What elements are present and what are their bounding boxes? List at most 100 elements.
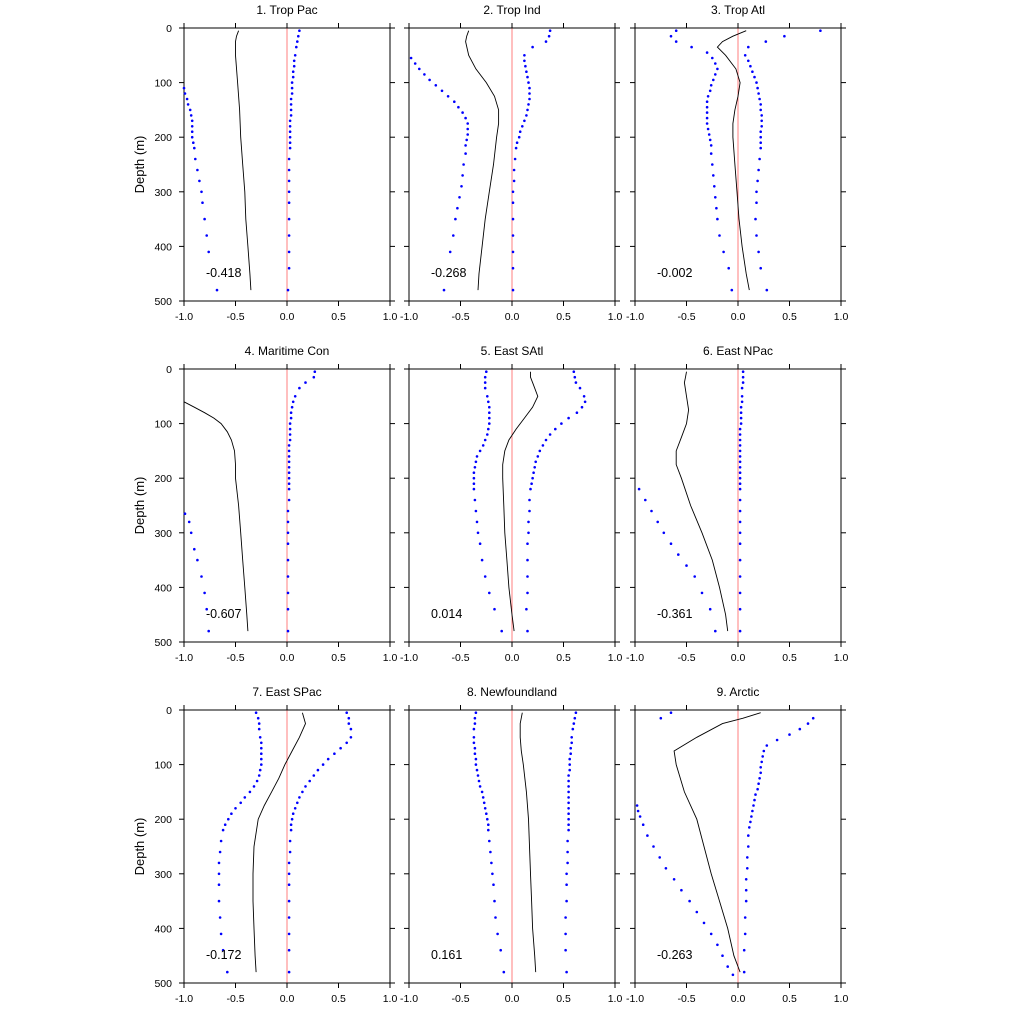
upper-bound-dot — [286, 629, 290, 633]
lower-bound-dot — [466, 133, 470, 136]
upper-bound-dot — [287, 168, 291, 172]
upper-bound-dot — [753, 75, 756, 79]
lower-bound-dot — [730, 288, 734, 292]
upper-bound-dot — [288, 427, 292, 431]
upper-bound-dot — [286, 542, 290, 545]
x-tick-label: -0.5 — [677, 652, 695, 664]
upper-bound-dot — [565, 883, 568, 886]
lower-bound-dot — [207, 629, 210, 633]
upper-bound-dot — [749, 820, 752, 824]
y-tick-label: 100 — [154, 760, 172, 772]
upper-bound-dot — [547, 34, 551, 38]
y-tick-label: 0 — [166, 364, 172, 376]
y-tick-label: 0 — [166, 705, 172, 717]
lower-bound-dot — [680, 888, 683, 892]
upper-bound-dot — [524, 64, 527, 68]
upper-bound-dot — [291, 400, 295, 404]
lower-bound-dot — [690, 45, 693, 49]
lower-bound-dot — [442, 288, 446, 292]
upper-bound-dot — [741, 370, 745, 374]
upper-bound-dot — [526, 542, 529, 545]
upper-bound-dot — [316, 768, 320, 772]
upper-bound-dot — [287, 476, 291, 480]
lower-bound-dot — [418, 67, 421, 71]
upper-bound-dot — [511, 190, 515, 194]
upper-bound-dot — [527, 103, 530, 106]
upper-bound-dot — [740, 395, 744, 398]
upper-bound-dot — [756, 86, 759, 90]
lower-bound-dot — [460, 185, 463, 188]
x-tick-label: 1.0 — [608, 652, 623, 664]
lower-bound-dot — [487, 823, 490, 826]
upper-bound-dot — [572, 370, 576, 374]
x-tick-label: -0.5 — [677, 993, 695, 1005]
upper-bound-dot — [738, 591, 742, 595]
lower-bound-dot — [636, 809, 640, 813]
upper-bound-dot — [568, 757, 571, 761]
upper-bound-dot — [287, 466, 291, 469]
lower-bound-dot — [473, 752, 477, 755]
lower-bound-dot — [428, 78, 431, 82]
upper-bound-dot — [548, 29, 552, 32]
lower-bound-dot — [658, 856, 661, 859]
lower-bound-dot — [722, 250, 725, 254]
lower-bound-dot — [260, 757, 263, 761]
upper-bound-dot — [287, 449, 291, 453]
upper-bound-dot — [743, 916, 747, 919]
lower-bound-dot — [466, 122, 470, 125]
lower-bound-dot — [203, 217, 206, 221]
upper-bound-dot — [292, 59, 296, 63]
x-tick-label: 0.0 — [731, 311, 746, 323]
upper-bound-dot — [288, 130, 292, 133]
upper-bound-dot — [304, 785, 307, 788]
upper-bound-dot — [293, 54, 297, 57]
lower-bound-dot — [472, 482, 476, 486]
panel-9: 9. Arctic -1.0 -0.5 0.0 0.5 1.0 -0.263 — [626, 685, 848, 1005]
upper-bound-dot — [287, 948, 291, 952]
x-tick-label: 0.5 — [782, 993, 797, 1005]
upper-bound-dot — [534, 460, 537, 464]
lower-bound-dot — [672, 878, 676, 881]
upper-bound-dot — [757, 782, 760, 785]
upper-bound-dot — [760, 114, 763, 117]
upper-bound-dot — [548, 433, 552, 436]
lower-bound-dot — [461, 111, 464, 114]
x-tick-label: -1.0 — [626, 993, 644, 1005]
upper-bound-dot — [806, 722, 810, 725]
upper-bound-dot — [567, 828, 570, 832]
upper-bound-dot — [287, 899, 291, 903]
panel-title: 9. Arctic — [717, 685, 760, 699]
y-axis-label: Depth (m) — [132, 818, 147, 876]
lower-bound-dot — [480, 790, 484, 794]
upper-bound-dot — [573, 375, 577, 379]
correlation-value: -0.002 — [657, 266, 692, 280]
upper-bound-dot — [568, 768, 571, 772]
upper-bound-dot — [287, 190, 291, 194]
upper-bound-dot — [521, 125, 524, 128]
upper-bound-dot — [528, 509, 531, 513]
lower-bound-dot — [494, 916, 497, 919]
upper-bound-dot — [512, 179, 516, 183]
upper-bound-dot — [765, 288, 769, 292]
upper-bound-dot — [580, 405, 584, 409]
upper-bound-dot — [292, 64, 296, 68]
upper-bound-dot — [571, 727, 575, 731]
upper-bound-dot — [567, 785, 570, 788]
x-tick-label: 0.0 — [731, 993, 746, 1005]
lower-bound-dot — [218, 850, 222, 854]
upper-bound-dot — [747, 59, 750, 63]
upper-bound-dot — [526, 629, 529, 633]
upper-bound-dot — [565, 872, 568, 876]
upper-bound-dot — [291, 75, 295, 79]
upper-bound-dot — [511, 217, 515, 221]
upper-bound-dot — [738, 575, 742, 578]
x-tick-label: 0.5 — [331, 311, 346, 323]
upper-bound-dot — [289, 416, 293, 420]
lower-bound-dot — [446, 95, 450, 98]
lower-bound-dot — [452, 234, 455, 237]
lower-bound-dot — [217, 899, 221, 903]
upper-bound-dot — [566, 839, 569, 843]
correlation-value: -0.361 — [657, 607, 692, 621]
lower-bound-dot — [485, 370, 488, 374]
upper-bound-dot — [288, 125, 292, 128]
